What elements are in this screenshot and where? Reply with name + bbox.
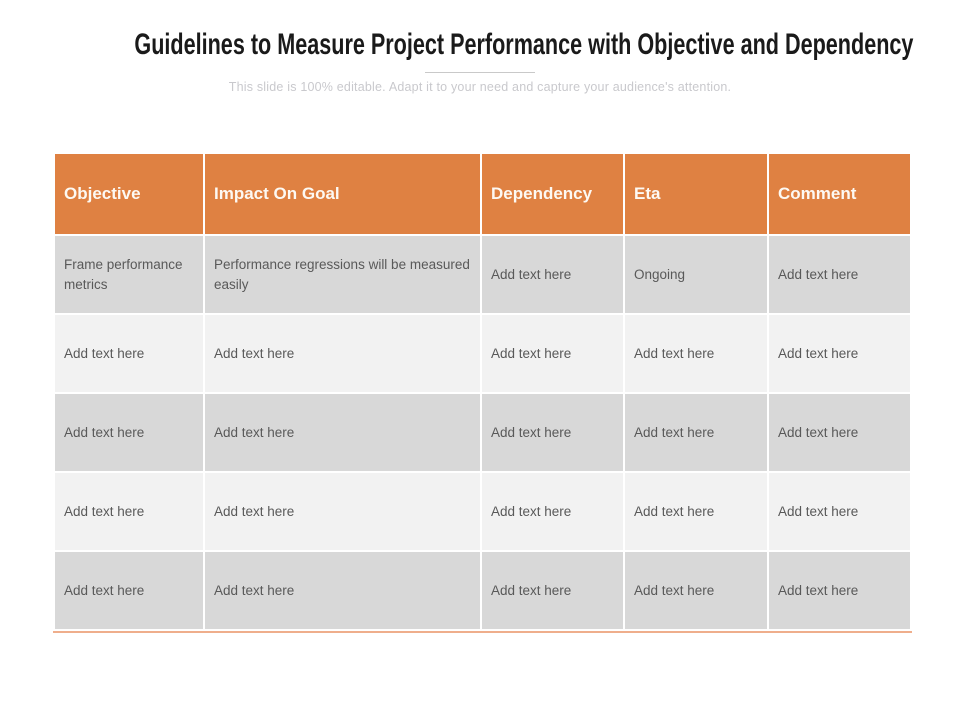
table-row: Add text here Add text here Add text her… <box>55 394 910 471</box>
table-cell: Ongoing <box>625 236 767 313</box>
slide-header: Guidelines to Measure Project Performanc… <box>0 0 960 94</box>
table-cell: Add text here <box>205 315 480 392</box>
table-cell: Performance regressions will be measured… <box>205 236 480 313</box>
table-header-row: Objective Impact On Goal Dependency Eta … <box>55 154 910 234</box>
column-header-eta: Eta <box>625 154 767 234</box>
table-cell: Add text here <box>55 552 203 629</box>
column-header-objective: Objective <box>55 154 203 234</box>
metrics-table: Objective Impact On Goal Dependency Eta … <box>53 152 912 633</box>
table-cell: Add text here <box>769 394 910 471</box>
table-cell: Add text here <box>769 473 910 550</box>
table-row: Add text here Add text here Add text her… <box>55 473 910 550</box>
table-row: Add text here Add text here Add text her… <box>55 552 910 629</box>
table-cell: Add text here <box>55 394 203 471</box>
slide-title: Guidelines to Measure Project Performanc… <box>134 28 914 61</box>
table-cell: Add text here <box>625 552 767 629</box>
table-cell: Add text here <box>769 236 910 313</box>
table-row: Add text here Add text here Add text her… <box>55 315 910 392</box>
column-header-impact: Impact On Goal <box>205 154 480 234</box>
table-cell: Add text here <box>205 394 480 471</box>
table-row: Frame performance metrics Performance re… <box>55 236 910 313</box>
slide-subtitle: This slide is 100% editable. Adapt it to… <box>228 80 732 94</box>
table-cell: Add text here <box>55 315 203 392</box>
table-cell: Add text here <box>482 394 623 471</box>
column-header-dependency: Dependency <box>482 154 623 234</box>
title-divider <box>425 72 535 73</box>
table-cell: Add text here <box>769 552 910 629</box>
column-header-comment: Comment <box>769 154 910 234</box>
table-cell: Add text here <box>482 315 623 392</box>
table-cell: Add text here <box>55 473 203 550</box>
table-cell: Add text here <box>482 552 623 629</box>
table-cell: Frame performance metrics <box>55 236 203 313</box>
table-cell: Add text here <box>625 473 767 550</box>
table-cell: Add text here <box>205 552 480 629</box>
table-cell: Add text here <box>625 315 767 392</box>
table-cell: Add text here <box>769 315 910 392</box>
table-cell: Add text here <box>482 236 623 313</box>
table-cell: Add text here <box>205 473 480 550</box>
table-cell: Add text here <box>482 473 623 550</box>
table-cell: Add text here <box>625 394 767 471</box>
